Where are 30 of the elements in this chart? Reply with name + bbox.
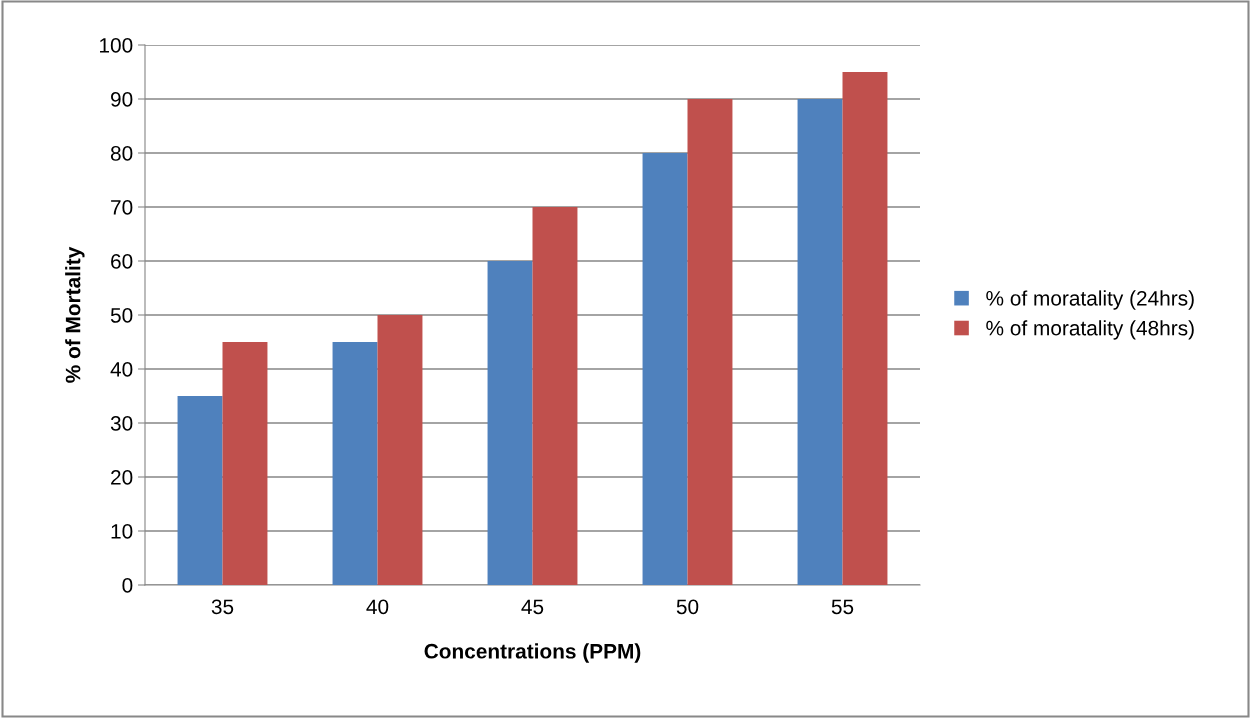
bar bbox=[377, 315, 423, 585]
y-tick-label: 40 bbox=[110, 362, 133, 377]
bar bbox=[177, 396, 223, 585]
x-tick-label: 35 bbox=[211, 599, 234, 615]
y-tick-label: 50 bbox=[110, 308, 133, 323]
y-tick-label: 10 bbox=[111, 524, 133, 539]
x-axis-title: Concentrations (PPM) bbox=[424, 643, 641, 663]
y-tick-label: 100 bbox=[100, 38, 133, 53]
bar bbox=[332, 342, 378, 585]
x-tick-label: 55 bbox=[831, 599, 854, 615]
y-tick-label: 0 bbox=[122, 578, 133, 593]
bar bbox=[222, 342, 268, 585]
bar bbox=[487, 261, 533, 585]
y-tick-label: 90 bbox=[111, 92, 133, 107]
x-tick-label: 40 bbox=[366, 599, 389, 615]
x-tick-label: 45 bbox=[521, 599, 544, 615]
y-axis-title: % of Mortality bbox=[65, 246, 85, 383]
y-tick-label: 30 bbox=[110, 416, 133, 431]
legend-label: % of moratality (24hrs) bbox=[986, 290, 1194, 310]
y-tick-label: 20 bbox=[111, 470, 133, 485]
y-tick-label: 60 bbox=[111, 254, 133, 269]
bar bbox=[642, 153, 688, 585]
bar bbox=[797, 99, 843, 585]
bar bbox=[842, 72, 888, 585]
y-tick-label: 70 bbox=[111, 200, 133, 215]
legend-label: % of moratality (48hrs) bbox=[986, 320, 1194, 340]
y-tick-label: 80 bbox=[110, 146, 133, 161]
x-tick-label: 50 bbox=[676, 599, 699, 615]
bar bbox=[687, 99, 733, 585]
bar bbox=[532, 207, 578, 585]
